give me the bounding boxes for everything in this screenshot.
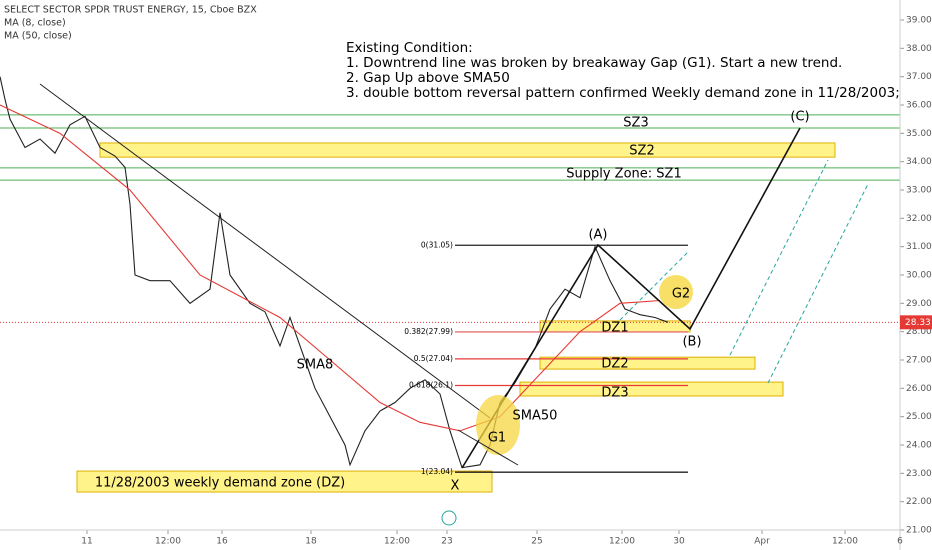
y-tick-label: 39.00 xyxy=(906,16,932,26)
chart-title: SELECT SECTOR SPDR TRUST ENERGY, 15, Cbo… xyxy=(4,5,257,16)
zone-label: SZ3 xyxy=(623,116,648,131)
series-line xyxy=(0,104,661,432)
y-tick-label: 33.00 xyxy=(906,186,932,196)
x-tick-label: Apr xyxy=(754,537,770,547)
y-tick-label: 23.00 xyxy=(906,469,932,479)
x-tick-label: 12:00 xyxy=(609,537,635,547)
gap-g2 xyxy=(659,275,693,309)
indicator-label: MA (8, close) xyxy=(4,18,66,29)
fib-label: 0.5(27.04) xyxy=(414,354,453,363)
pattern-label: G2 xyxy=(672,287,690,302)
x-tick-label: 6 xyxy=(897,537,903,547)
projection-arrow xyxy=(729,159,829,356)
zone-label: DZ3 xyxy=(601,386,628,401)
y-tick-label: 29.00 xyxy=(906,299,932,309)
series-line xyxy=(0,76,669,469)
y-tick-label: 22.00 xyxy=(906,497,932,507)
zone-label: SZ2 xyxy=(629,144,654,159)
fib-label: 1(23.04) xyxy=(421,467,453,476)
x-tick-label: 12:00 xyxy=(384,537,410,547)
y-tick-label: 32.00 xyxy=(906,214,932,224)
last-price-label: 28.33 xyxy=(905,318,931,328)
pattern-line xyxy=(461,127,801,469)
y-tick-label: 27.00 xyxy=(906,356,932,366)
downtrend-line xyxy=(39,83,491,419)
pattern-label: SMA50 xyxy=(513,409,558,424)
condition-text: 1. Downtrend line was broken by breakawa… xyxy=(346,55,842,71)
condition-text: 2. Gap Up above SMA50 xyxy=(346,70,510,86)
fib-label: 0.382(27.99) xyxy=(404,327,453,336)
x-tick-label: 18 xyxy=(305,537,317,547)
pattern-label: SMA8 xyxy=(297,358,334,373)
pattern-label: (A) xyxy=(588,228,607,243)
zone-label: Supply Zone: SZ1 xyxy=(566,167,681,182)
condition-text: Existing Condition: xyxy=(346,40,473,56)
y-tick-label: 34.00 xyxy=(906,157,932,167)
y-tick-label: 26.00 xyxy=(906,384,932,394)
x-tick-label: 16 xyxy=(216,537,228,547)
zone-label: 11/28/2003 weekly demand zone (DZ) xyxy=(95,476,345,491)
y-tick-label: 30.00 xyxy=(906,271,932,281)
y-tick-label: 35.00 xyxy=(906,129,932,139)
drawings xyxy=(0,0,901,550)
arrow xyxy=(457,429,519,466)
y-tick-label: 24.00 xyxy=(906,441,932,451)
x-tick-label: 30 xyxy=(673,537,685,547)
y-tick-label: 25.00 xyxy=(906,412,932,422)
x-tick-label: 12:00 xyxy=(155,537,181,547)
pattern-label: (C) xyxy=(790,110,809,125)
fib-label: 0(31.05) xyxy=(421,240,453,249)
condition-text: 3. double bottom reversal pattern confir… xyxy=(346,85,900,101)
projection-arrow xyxy=(619,251,689,321)
zone xyxy=(519,381,784,397)
fib-label: 0.618(26.1) xyxy=(409,381,453,390)
zone-label: DZ2 xyxy=(601,357,628,372)
y-tick-label: 36.00 xyxy=(906,101,932,111)
x-tick-label: 12:00 xyxy=(832,537,858,547)
marker xyxy=(441,510,457,526)
x-tick-label: 25 xyxy=(531,537,542,547)
gap-g1 xyxy=(476,395,520,455)
zone xyxy=(539,356,756,370)
y-tick-label: 21.00 xyxy=(906,526,932,536)
zone xyxy=(99,142,836,158)
pattern-label: X xyxy=(451,479,460,494)
pattern-label: G1 xyxy=(488,431,506,446)
y-tick-label: 37.00 xyxy=(906,72,932,82)
zone xyxy=(76,470,493,493)
last-price-box xyxy=(900,315,932,330)
indicator-label: MA (50, close) xyxy=(4,31,72,42)
zone-label: DZ1 xyxy=(601,321,628,336)
y-tick-label: 28.00 xyxy=(906,327,932,337)
y-tick-label: 38.00 xyxy=(906,44,932,54)
pattern-label: (B) xyxy=(682,335,701,350)
projection-arrow xyxy=(767,183,869,384)
x-tick-label: 23 xyxy=(441,537,452,547)
y-tick-label: 31.00 xyxy=(906,242,932,252)
x-tick-label: 11 xyxy=(81,537,92,547)
